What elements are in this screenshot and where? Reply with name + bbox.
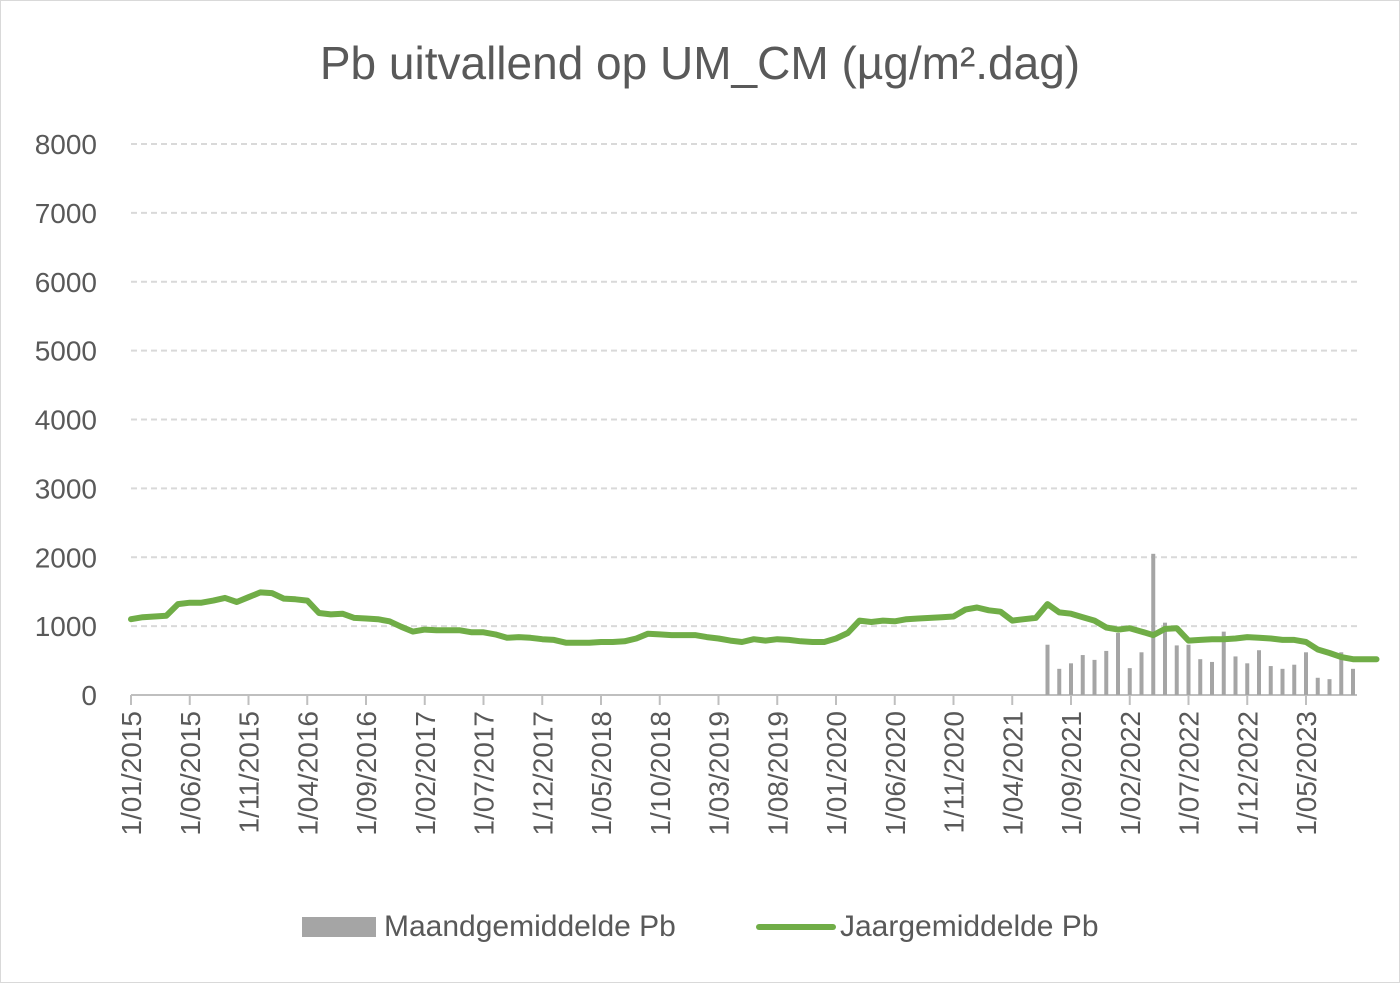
x-tick-label: 1/09/2021 [1056,711,1087,836]
monthly-bar [1304,652,1308,695]
monthly-bar [1292,664,1297,695]
x-tick-label: 1/10/2018 [645,711,676,836]
y-tick-label: 8000 [35,129,97,160]
monthly-bar [1069,663,1073,695]
x-tick-label: 1/11/2015 [234,711,265,834]
x-tick-label: 1/08/2019 [762,711,793,836]
x-tick-label: 1/06/2015 [175,711,206,836]
monthly-bar [1127,668,1132,695]
y-tick-label: 2000 [35,542,97,573]
x-tick-label: 1/12/2017 [527,711,558,836]
x-tick-label: 1/04/2021 [997,711,1028,836]
monthly-bar [1233,656,1238,695]
y-tick-label: 7000 [35,198,97,229]
y-tick-label: 4000 [35,405,97,436]
monthly-bar [1339,652,1344,695]
x-tick-label: 1/11/2020 [939,711,970,834]
yearly-average-line [128,589,1380,663]
legend-swatch-line [756,924,836,930]
x-tick-label: 1/01/2020 [821,711,852,836]
monthly-bar [1268,666,1273,695]
x-tick-label: 1/02/2017 [410,711,441,836]
y-tick-label: 6000 [35,267,97,298]
monthly-bar [1174,645,1179,695]
monthly-bar [1163,622,1167,695]
legend-label-monthly: Maandgemiddelde Pb [384,910,676,943]
y-tick-label: 5000 [35,336,97,367]
monthly-bar [1116,633,1120,695]
monthly-bar [1198,659,1203,695]
monthly-bar [1221,631,1226,695]
monthly-bar [1280,668,1285,695]
monthly-bar [1257,650,1261,695]
x-tick-label: 1/05/2018 [586,711,617,836]
monthly-bar [1139,652,1144,695]
x-tick-label: 1/01/2015 [116,711,147,836]
x-tick-label: 1/04/2016 [292,711,323,836]
monthly-bar [1245,663,1250,695]
monthly-bar [1210,661,1214,695]
monthly-bar [1186,644,1191,695]
legend-item-yearly: Jaargemiddelde Pb [756,905,1099,949]
x-tick-label: 1/02/2022 [1115,711,1146,836]
y-tick-label: 0 [81,680,97,711]
monthly-bar [1080,655,1085,695]
x-tick-label: 1/07/2017 [469,711,500,836]
x-tick-label: 1/12/2022 [1232,711,1263,836]
legend-label-yearly: Jaargemiddelde Pb [840,910,1099,943]
y-tick-label: 1000 [35,611,97,642]
monthly-bar [1057,668,1062,695]
monthly-bar [1351,668,1355,695]
y-tick-label: 3000 [35,473,97,504]
legend-item-monthly: Maandgemiddelde Pb [302,905,676,949]
monthly-bar [1315,677,1320,695]
monthly-bar [1045,644,1050,695]
chart-legend: Maandgemiddelde Pb Jaargemiddelde Pb [0,905,1400,949]
x-tick-label: 1/05/2023 [1291,711,1322,836]
x-tick-label: 1/07/2022 [1174,711,1205,836]
x-tick-label: 1/09/2016 [351,711,382,836]
monthly-bar [1151,553,1156,695]
legend-swatch-bar [302,917,376,937]
monthly-bar [1092,659,1097,695]
chart-title: Pb uitvallend op UM_CM (µg/m².dag) [319,37,1081,89]
x-tick-label: 1/06/2020 [880,711,911,836]
monthly-bar [1327,679,1332,695]
monthly-bar [1104,650,1109,695]
x-tick-label: 1/03/2019 [704,711,735,836]
